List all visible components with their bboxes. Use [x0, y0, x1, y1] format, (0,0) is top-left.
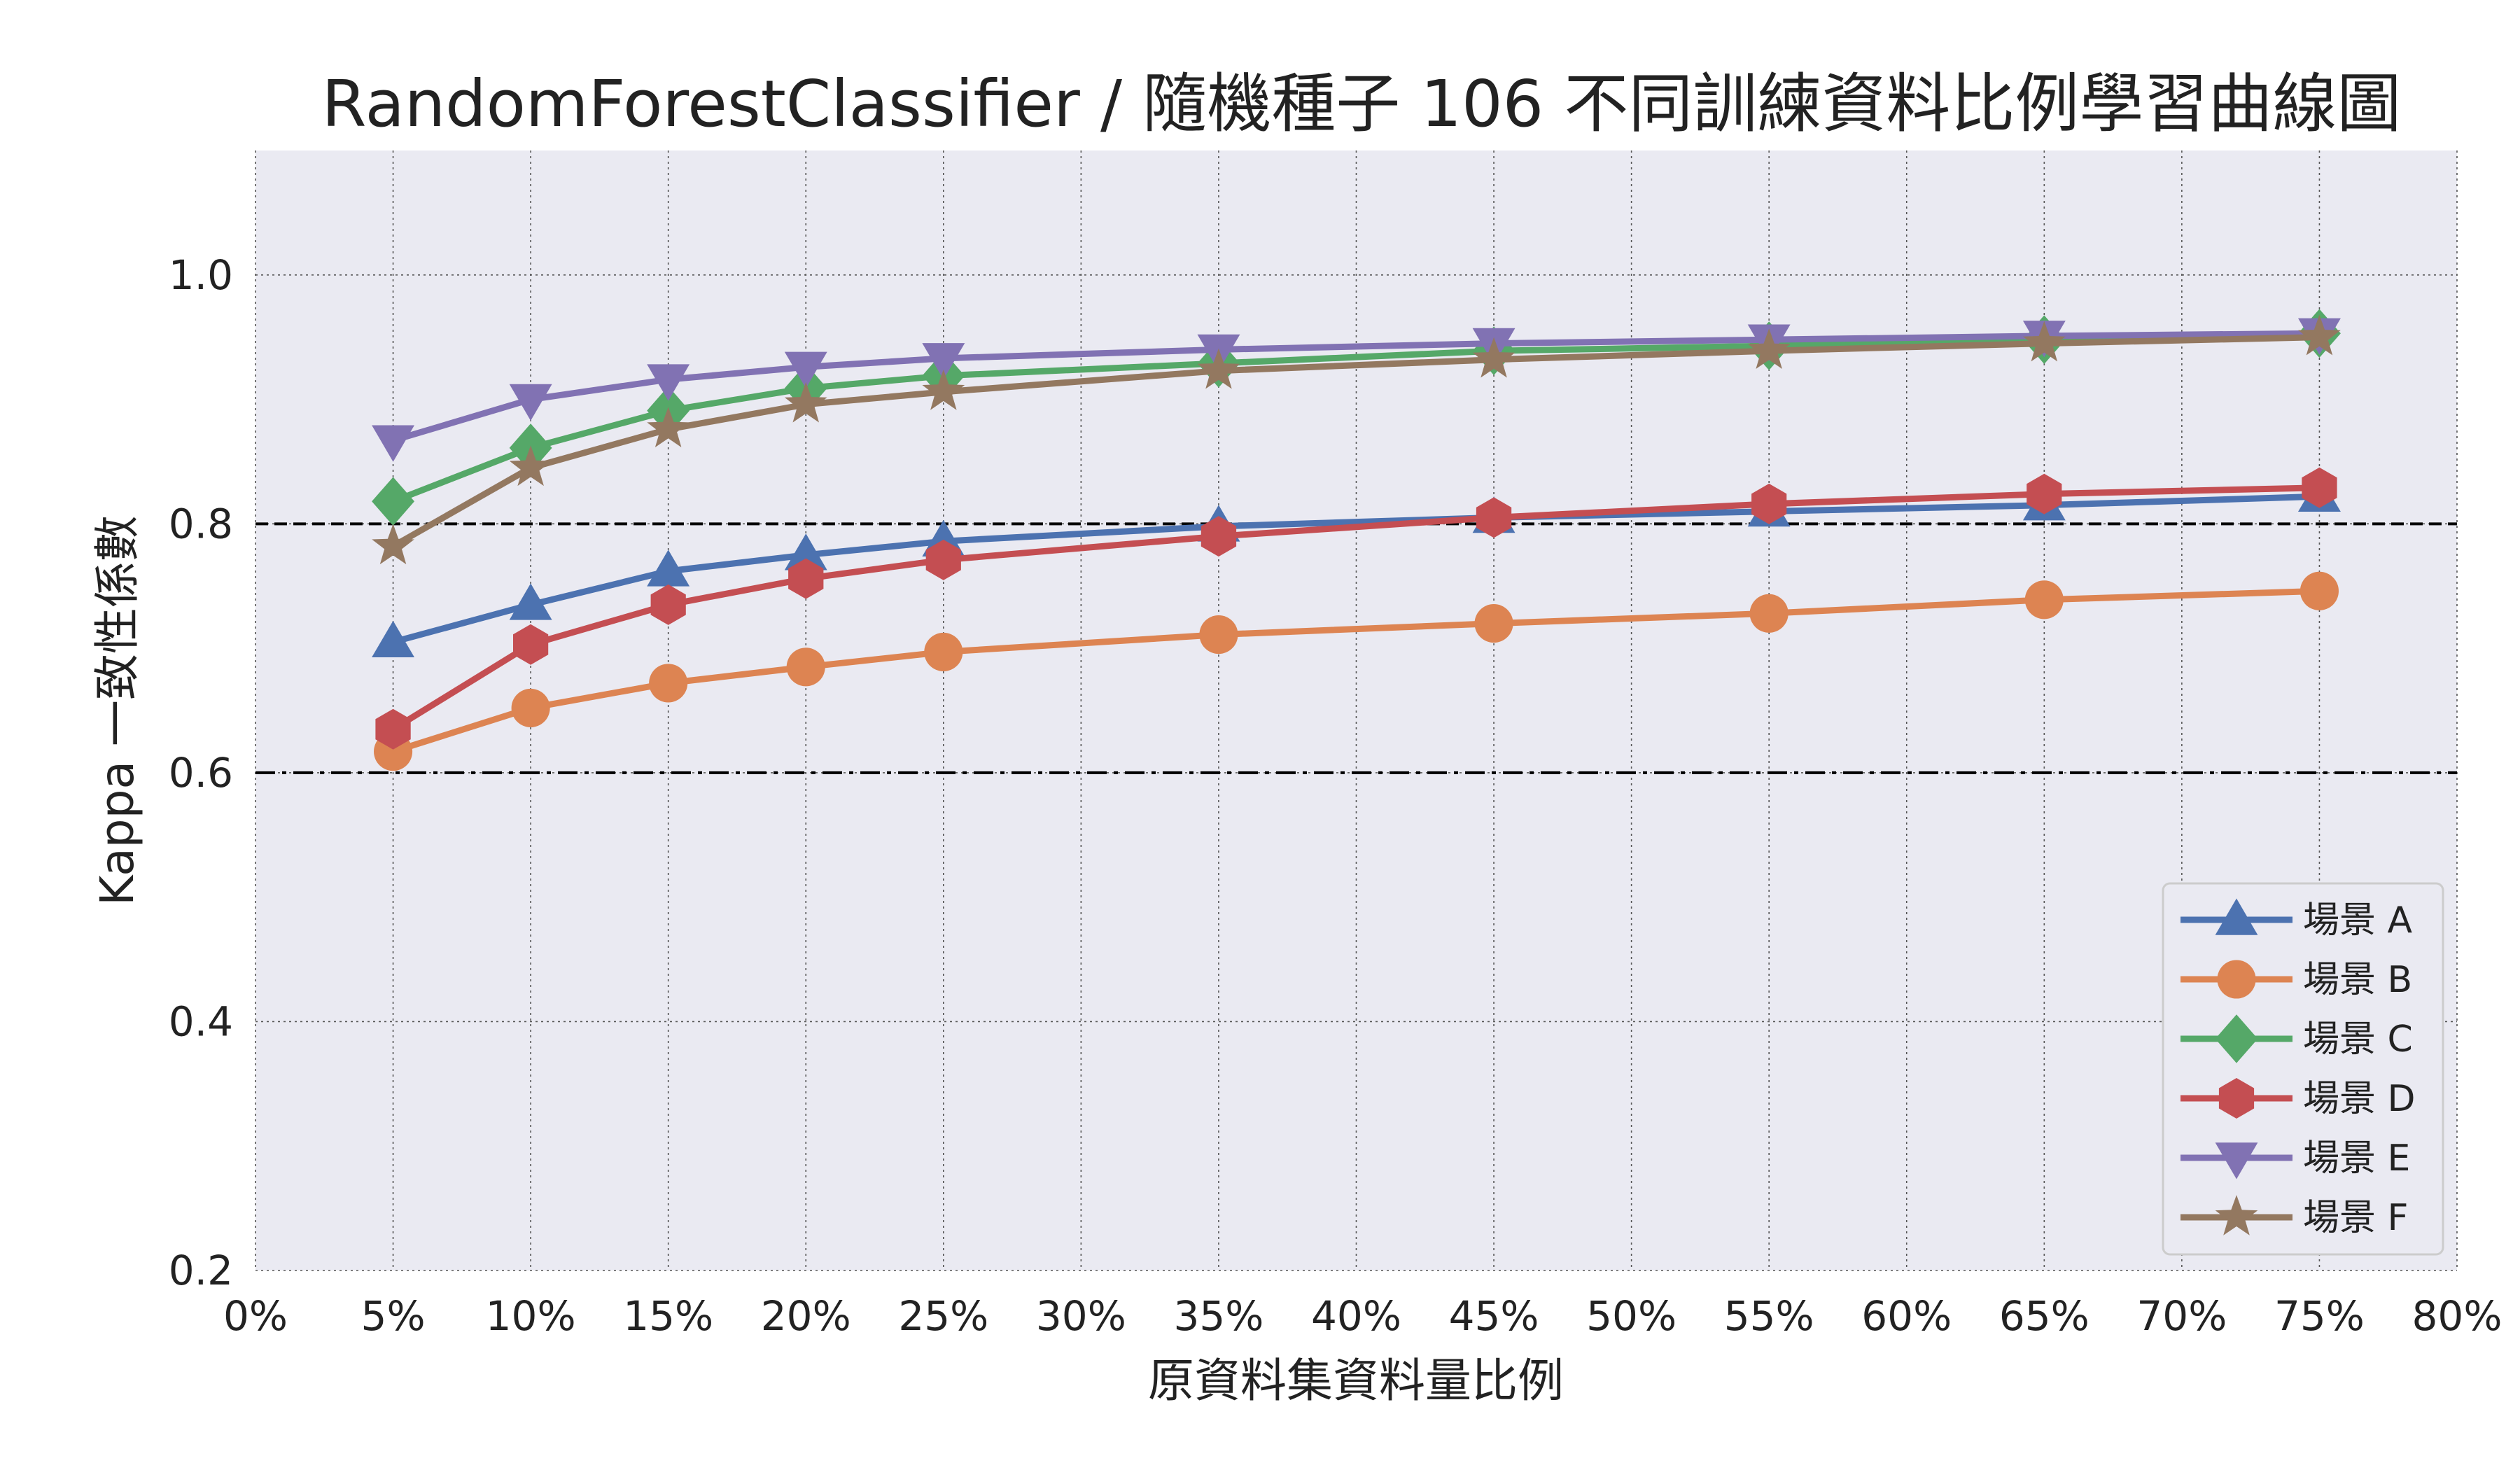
x-axis-label: 原資料集資料量比例	[1148, 1354, 1564, 1408]
data-point	[922, 370, 965, 410]
data-point	[372, 524, 414, 565]
data-point	[786, 648, 825, 687]
x-tick-label: 15%	[623, 1292, 713, 1340]
legend-marker	[2215, 1142, 2258, 1180]
x-tick-label: 70%	[2136, 1292, 2227, 1340]
legend-item: 場景 A	[2180, 898, 2413, 941]
series-line	[391, 484, 2320, 732]
legend: 場景 A 場景 B 場景 C 場景 D 場景 E 場景 F	[2162, 882, 2444, 1256]
data-point	[509, 384, 552, 421]
data-point	[784, 533, 827, 570]
legend-label: 場景 F	[2303, 1197, 2408, 1239]
data-point	[1472, 337, 1516, 378]
data-point	[511, 688, 550, 727]
data-point	[2302, 467, 2337, 508]
data-point	[647, 407, 690, 447]
series-line	[392, 330, 2320, 444]
legend-label: 場景 B	[2303, 959, 2412, 1001]
data-point	[924, 632, 963, 671]
legend-item: 場景 F	[2180, 1195, 2408, 1239]
data-point	[647, 550, 690, 587]
data-point	[649, 664, 688, 703]
data-point	[2300, 571, 2339, 610]
data-point	[788, 558, 824, 599]
chart-title: RandomForestClassifier / 隨機種子 106 不同訓練資料…	[322, 66, 2402, 141]
series-layer	[372, 309, 2341, 771]
series-line	[391, 334, 2320, 550]
data-point	[1747, 328, 1791, 369]
data-point	[2023, 321, 2066, 362]
data-point	[513, 624, 549, 665]
series-4	[375, 467, 2337, 750]
legend-label: 場景 C	[2303, 1018, 2413, 1060]
legend-label: 場景 A	[2303, 899, 2413, 941]
data-point	[1197, 348, 1240, 389]
x-tick-label: 80%	[2412, 1292, 2502, 1340]
data-point	[922, 343, 965, 380]
legend-item: 場景 C	[2180, 1014, 2413, 1063]
data-point	[2026, 473, 2062, 514]
data-point	[509, 583, 552, 620]
x-tick-label: 55%	[1724, 1292, 1814, 1340]
legend-marker	[2215, 898, 2258, 935]
data-point	[1200, 516, 1237, 557]
data-point	[372, 425, 414, 462]
legend-marker	[2215, 1014, 2258, 1063]
legend-marker	[2217, 960, 2256, 999]
x-tick-label: 30%	[1036, 1292, 1126, 1340]
x-tick-label: 10%	[486, 1292, 576, 1340]
y-tick-labels: 0.2 0.4 0.6 0.8 1.0	[169, 251, 233, 1294]
y-tick-label: 0.8	[169, 500, 233, 547]
x-tick-label: 45%	[1449, 1292, 1539, 1340]
legend-marker	[2215, 1195, 2258, 1236]
x-tick-label: 50%	[1586, 1292, 1676, 1340]
data-point	[647, 364, 690, 401]
x-tick-label: 75%	[2274, 1292, 2365, 1340]
series-line	[392, 587, 2320, 755]
data-point	[375, 708, 411, 750]
data-point	[1476, 497, 1512, 538]
legend-marker	[2218, 1078, 2255, 1119]
data-point	[650, 584, 686, 625]
x-tick-label: 25%	[898, 1292, 988, 1340]
data-point	[1751, 483, 1787, 524]
x-tick-label: 65%	[1999, 1292, 2090, 1340]
y-tick-label: 0.4	[169, 997, 233, 1045]
series-line	[392, 493, 2320, 645]
data-point	[509, 445, 552, 486]
y-tick-label: 0.2	[169, 1247, 233, 1294]
series-line	[391, 330, 2320, 505]
data-point	[372, 477, 414, 526]
x-tick-label: 0%	[223, 1292, 288, 1340]
legend-item: 場景 D	[2180, 1078, 2416, 1120]
data-point	[1199, 615, 1238, 654]
data-point	[925, 539, 961, 580]
data-point	[784, 382, 827, 423]
legend-item: 場景 B	[2180, 959, 2412, 1001]
data-point	[784, 351, 827, 388]
data-point	[1749, 594, 1788, 633]
x-tick-label: 40%	[1311, 1292, 1401, 1340]
x-tick-label: 60%	[1861, 1292, 1952, 1340]
x-tick-label: 35%	[1173, 1292, 1264, 1340]
legend-label: 場景 D	[2303, 1078, 2416, 1120]
y-tick-label: 0.6	[169, 749, 233, 797]
legend-label: 場景 E	[2303, 1138, 2410, 1180]
data-point	[1474, 604, 1513, 643]
series-6	[372, 314, 2341, 565]
data-point	[372, 620, 414, 657]
legend-item: 場景 E	[2180, 1138, 2410, 1180]
data-point	[2024, 580, 2064, 620]
y-tick-label: 1.0	[169, 251, 233, 299]
y-axis-label: Kappa 一致性係數	[90, 515, 144, 906]
x-tick-labels: 0% 5% 10% 15% 20% 25% 30% 35% 40% 45% 50% 55% 60% 65%…	[223, 1292, 2502, 1340]
x-tick-label: 5%	[361, 1292, 426, 1340]
data-point	[2298, 314, 2341, 356]
x-tick-label: 20%	[761, 1292, 851, 1340]
